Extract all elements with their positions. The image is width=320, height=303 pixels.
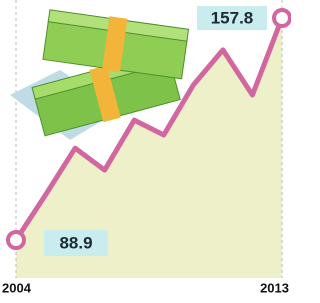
page: {"chart_data": {"type": "line", "categor…: [0, 0, 291, 298]
x-tick-label: 2004: [2, 280, 32, 295]
value-label: 88.9: [59, 233, 92, 252]
money-illustration: [10, 8, 189, 140]
x-tick-label: 2013: [260, 280, 289, 295]
chart: 157.8 88.9 2004 2013: [0, 0, 291, 298]
point: [8, 232, 24, 248]
point: [274, 10, 290, 26]
value-label: 157.8: [211, 8, 254, 27]
